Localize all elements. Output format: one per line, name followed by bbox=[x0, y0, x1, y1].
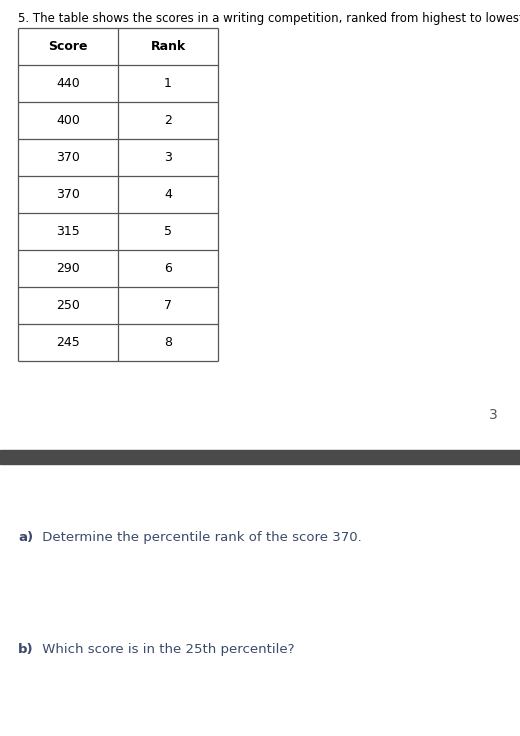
Text: Which score is in the 25th percentile?: Which score is in the 25th percentile? bbox=[38, 643, 294, 657]
Text: 2: 2 bbox=[164, 114, 172, 127]
Text: Determine the percentile rank of the score 370.: Determine the percentile rank of the sco… bbox=[38, 531, 362, 545]
Text: 370: 370 bbox=[56, 188, 80, 201]
Text: 290: 290 bbox=[56, 262, 80, 275]
Text: 8: 8 bbox=[164, 336, 172, 349]
Text: Rank: Rank bbox=[150, 40, 186, 53]
Text: 245: 245 bbox=[56, 336, 80, 349]
Text: a): a) bbox=[18, 531, 33, 545]
Text: 440: 440 bbox=[56, 77, 80, 90]
Text: Score: Score bbox=[48, 40, 88, 53]
Text: 3: 3 bbox=[489, 408, 497, 422]
Text: b): b) bbox=[18, 643, 34, 657]
Text: 400: 400 bbox=[56, 114, 80, 127]
Text: 370: 370 bbox=[56, 151, 80, 164]
Text: 7: 7 bbox=[164, 299, 172, 312]
Text: 3: 3 bbox=[164, 151, 172, 164]
Text: 5. The table shows the scores in a writing competition, ranked from highest to l: 5. The table shows the scores in a writi… bbox=[18, 12, 520, 25]
Bar bbox=[0, 450, 520, 464]
Text: 1: 1 bbox=[164, 77, 172, 90]
Text: 5: 5 bbox=[164, 225, 172, 238]
Text: 315: 315 bbox=[56, 225, 80, 238]
Text: 250: 250 bbox=[56, 299, 80, 312]
Text: 6: 6 bbox=[164, 262, 172, 275]
Text: 4: 4 bbox=[164, 188, 172, 201]
